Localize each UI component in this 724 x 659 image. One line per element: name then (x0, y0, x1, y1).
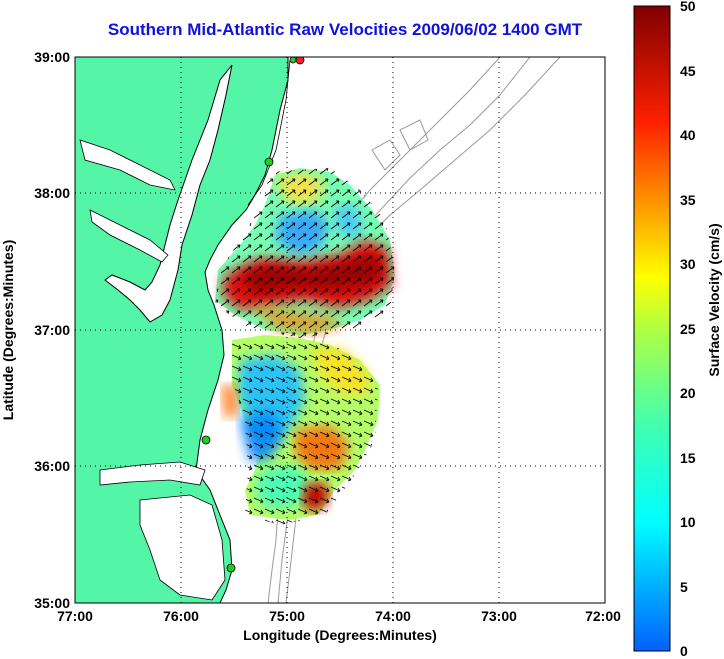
colorbar-tick-label: 50 (680, 0, 696, 14)
albemarle-sound (99, 461, 206, 486)
x-tick-label: 73:00 (481, 608, 517, 624)
y-tick-label: 35:00 (34, 595, 70, 611)
colorbar-tick-label: 20 (680, 385, 696, 401)
colorbar-tick-label: 10 (680, 514, 696, 530)
y-tick-label: 39:00 (34, 49, 70, 65)
y-tick-label: 37:00 (34, 322, 70, 338)
current-vectors (215, 168, 395, 525)
river-inlet-1 (79, 139, 176, 191)
radar-station-marker (289, 57, 297, 64)
y-tick-label: 38:00 (34, 185, 70, 201)
x-tick-label: 77:00 (57, 608, 93, 624)
river-inlet-2 (89, 209, 169, 263)
map-title: Southern Mid-Atlantic Raw Velocities 200… (107, 20, 583, 39)
colorbar-tick-label: 5 (680, 579, 688, 595)
colorbar-tick-label: 0 (680, 643, 688, 659)
plot-frame (74, 56, 606, 604)
radar-station-marker (201, 435, 211, 445)
y-axis-label: Latitude (Degrees:Minutes) (0, 240, 16, 420)
colorbar-tick-label: 30 (680, 256, 696, 272)
delmarva-coast (247, 59, 291, 206)
colorbar-gradient (633, 5, 671, 652)
x-tick-label: 76:00 (163, 608, 199, 624)
colorbar-tick-label: 35 (680, 192, 696, 208)
colorbar-tick-label: 45 (680, 63, 696, 79)
chesapeake-bay (104, 64, 233, 323)
colorbar-tick-label: 15 (680, 450, 696, 466)
x-tick-label: 72:00 (585, 608, 621, 624)
colorbar-tick-label: 25 (680, 321, 696, 337)
x-axis-label: Longitude (Degrees:Minutes) (243, 627, 437, 643)
colorbar: 0 5 10 15 20 25 30 35 40 45 50 Surface V… (633, 0, 722, 659)
colorbar-label: Surface Velocity (cm/s) (706, 223, 722, 376)
radar-station-marker (264, 157, 274, 167)
colorbar-tick-label: 40 (680, 127, 696, 143)
pamlico-sound (139, 494, 226, 601)
y-axis: 35:00 36:00 37:00 38:00 39:00 Latitude (… (0, 49, 70, 611)
grid-lines (75, 57, 605, 603)
x-tick-label: 74:00 (375, 608, 411, 624)
x-axis: 77:00 76:00 75:00 74:00 73:00 72:00 Long… (57, 608, 621, 643)
x-tick-label: 75:00 (269, 608, 305, 624)
y-tick-label: 36:00 (34, 458, 70, 474)
radar-station-marker (226, 563, 236, 573)
